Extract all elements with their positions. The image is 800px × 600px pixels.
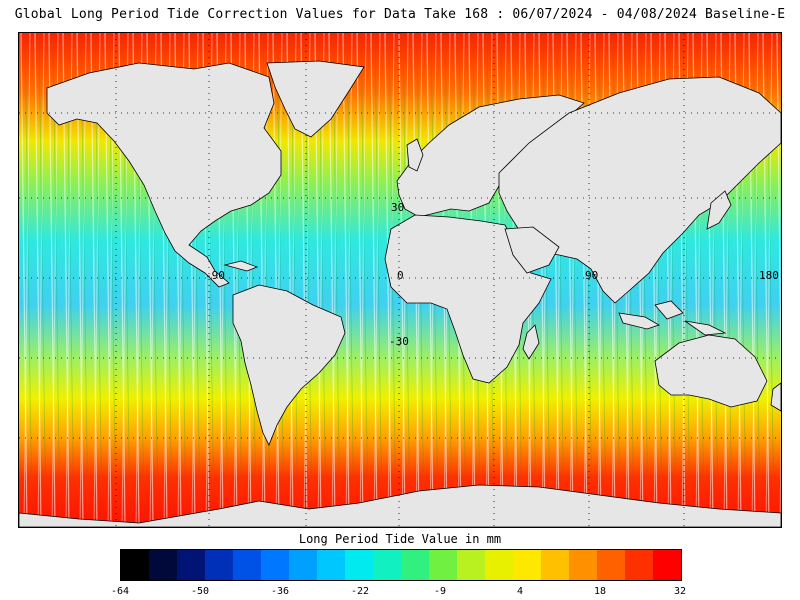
colorbar-tick-label: 32: [673, 586, 687, 597]
land-cuba: [223, 260, 259, 272]
land-british-isles: [406, 138, 424, 172]
colorbar-tick-label: -9: [433, 586, 447, 597]
colorbar-segment: [261, 550, 289, 580]
colorbar-segment: [569, 550, 597, 580]
colorbar-segment: [625, 550, 653, 580]
colorbar-segment: [485, 550, 513, 580]
colorbar-segment: [177, 550, 205, 580]
land-africa: [384, 214, 552, 384]
colorbar-tick-label: -36: [270, 586, 290, 597]
world-map: 30 -30 -90 0 90 180: [18, 32, 782, 528]
colorbar-title: Long Period Tide Value in mm: [298, 532, 502, 546]
land-north-america: [46, 62, 282, 288]
land-antarctica: [19, 484, 781, 527]
lon-label-90: 90: [585, 269, 599, 282]
lon-label-180: 180: [759, 269, 779, 282]
colorbar-segment: [205, 550, 233, 580]
map-canvas: [19, 33, 781, 527]
land-japan: [706, 190, 732, 230]
lon-label-minus-90: -90: [205, 269, 225, 282]
land-masses: [19, 60, 781, 527]
colorbar-segment: [345, 550, 373, 580]
land-greenland: [266, 60, 365, 138]
colorbar-segment: [457, 550, 485, 580]
lon-label-0: 0: [397, 269, 404, 282]
land-new-zealand: [770, 382, 781, 412]
colorbar-tick-label: -22: [350, 586, 370, 597]
land-arabia: [504, 226, 560, 274]
land-south-america: [232, 284, 346, 446]
colorbar-segment: [289, 550, 317, 580]
colorbar-tick-label: -50: [190, 586, 210, 597]
land-australia: [654, 334, 768, 408]
colorbar-tick-label: 4: [516, 586, 524, 597]
colorbar-segment: [121, 550, 149, 580]
colorbar-tick-label: -64: [110, 586, 130, 597]
colorbar-segment: [401, 550, 429, 580]
colorbar-segment: [597, 550, 625, 580]
colorbar-segment: [373, 550, 401, 580]
land-madagascar: [522, 324, 540, 360]
colorbar-segment: [541, 550, 569, 580]
colorbar-segment: [429, 550, 457, 580]
colorbar-segment: [149, 550, 177, 580]
colorbar-segment: [317, 550, 345, 580]
colorbar: [120, 549, 682, 581]
colorbar-segment: [513, 550, 541, 580]
graticule: [19, 33, 781, 527]
chart-title: Global Long Period Tide Correction Value…: [14, 7, 786, 22]
lat-label-30: 30: [391, 201, 405, 214]
land-indonesia: [618, 300, 727, 336]
lat-label-minus-30: -30: [389, 335, 409, 348]
colorbar-segment: [233, 550, 261, 580]
colorbar-segment: [653, 550, 681, 580]
colorbar-tick-label: 18: [593, 586, 607, 597]
